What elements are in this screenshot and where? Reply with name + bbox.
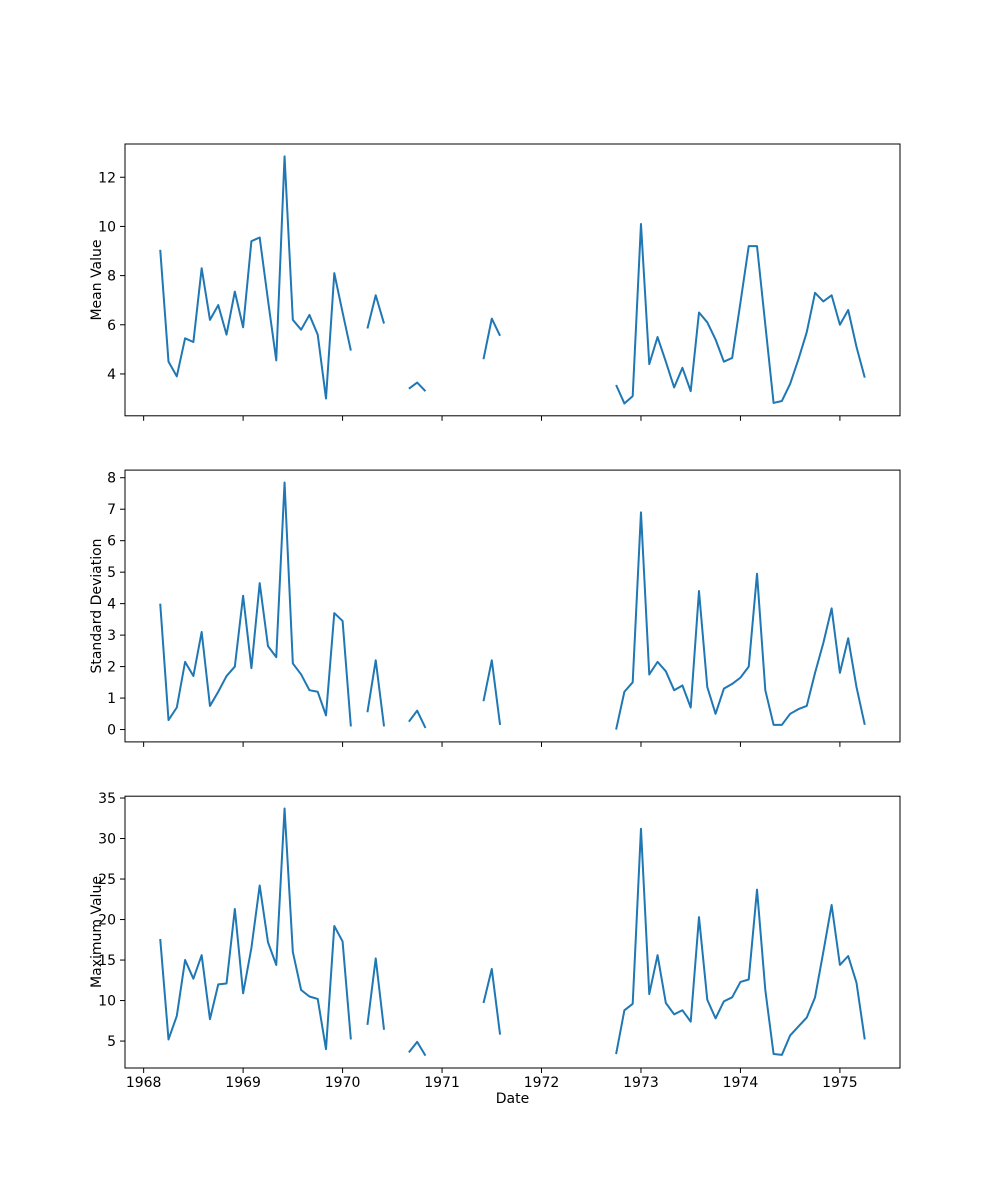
y-tick-label: 15 [98, 953, 116, 969]
line-series-segment [159, 481, 352, 727]
y-tick-label: 6 [107, 534, 116, 550]
x-axis-label-date: Date [495, 1091, 530, 1107]
subplot-maximum-value: 1968 1969 1970 1971 1972 1973 1974 1975 5 10 15 20 2… [98, 791, 901, 1091]
y-tick-label: 12 [98, 170, 116, 186]
x-tick-label: 1973 [623, 1075, 659, 1091]
y-axis-label-maximum-value: Maximum Value [89, 876, 105, 989]
y-tick-label: 8 [107, 471, 116, 487]
y-tick-label: 5 [107, 1034, 116, 1050]
line-series-segment [366, 294, 385, 329]
line-series-segment [159, 155, 352, 400]
subplot-standard-deviation: 0 1 2 3 4 5 6 7 8 [107, 469, 901, 747]
line-series-segment [615, 222, 866, 405]
x-tick-label: 1970 [325, 1075, 361, 1091]
axes-spine [124, 469, 901, 743]
line-series-segment [366, 659, 386, 727]
x-tick-label: 1971 [424, 1075, 460, 1091]
line-series-segment [615, 511, 866, 730]
axes-spine [124, 143, 901, 417]
y-tick-label: 4 [107, 367, 116, 383]
line-series-segment [482, 967, 502, 1035]
line-series-segment [615, 827, 866, 1056]
y-tick-label: 20 [98, 913, 116, 929]
line-series-segment [366, 957, 386, 1030]
y-tick-label: 0 [107, 723, 116, 739]
y-tick-label: 4 [107, 597, 116, 613]
y-tick-label: 5 [107, 565, 116, 581]
y-tick-label: 7 [107, 502, 116, 518]
x-tick-label: 1968 [126, 1075, 162, 1091]
y-axis-label-standard-deviation: Standard Deviation [89, 538, 105, 674]
y-tick-label: 35 [98, 791, 116, 807]
y-tick-label: 10 [98, 219, 116, 235]
y-tick-label: 10 [98, 994, 116, 1010]
line-series-segment [159, 807, 352, 1051]
line-series-segment [482, 317, 501, 360]
y-tick-label: 25 [98, 872, 116, 888]
x-tick-label: 1972 [524, 1075, 560, 1091]
line-series-segment [408, 709, 427, 729]
y-axis-label-mean-value: Mean Value [89, 239, 105, 321]
x-tick-label: 1969 [225, 1075, 261, 1091]
y-tick-label: 30 [98, 832, 116, 848]
axes-spine [124, 795, 901, 1069]
y-tick-label: 1 [107, 691, 116, 707]
y-tick-label: 3 [107, 628, 116, 644]
subplot-mean-value: 4 6 8 10 12 [98, 143, 901, 421]
y-tick-label: 6 [107, 318, 116, 334]
line-series-segment [482, 659, 502, 725]
x-tick-label: 1974 [723, 1075, 759, 1091]
line-series-segment [408, 381, 427, 392]
line-series-segment [408, 1040, 427, 1057]
x-tick-label: 1975 [822, 1075, 858, 1091]
y-tick-label: 2 [107, 660, 116, 676]
y-tick-label: 8 [107, 269, 116, 285]
